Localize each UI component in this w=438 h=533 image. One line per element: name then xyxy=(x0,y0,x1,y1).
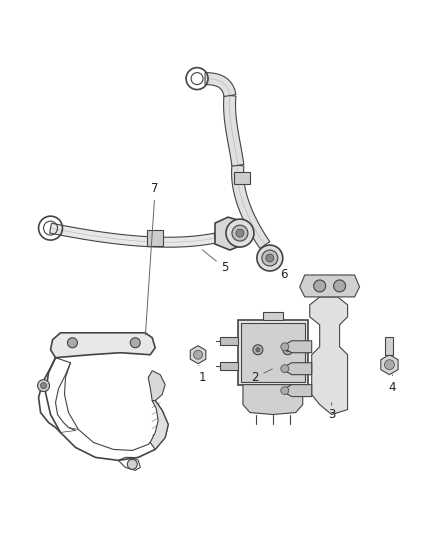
Bar xyxy=(385,337,393,355)
Circle shape xyxy=(41,383,46,389)
Bar xyxy=(263,312,283,320)
Polygon shape xyxy=(148,370,165,401)
Circle shape xyxy=(226,219,254,247)
Polygon shape xyxy=(215,217,248,250)
Circle shape xyxy=(130,338,140,348)
Bar xyxy=(234,172,250,184)
Circle shape xyxy=(262,250,278,266)
Polygon shape xyxy=(300,275,360,297)
Bar xyxy=(220,337,238,345)
Polygon shape xyxy=(285,362,312,375)
Polygon shape xyxy=(150,401,168,449)
Polygon shape xyxy=(223,95,244,166)
Polygon shape xyxy=(49,223,216,247)
Circle shape xyxy=(281,386,289,394)
Bar xyxy=(147,230,163,246)
Polygon shape xyxy=(190,346,206,364)
Text: 1: 1 xyxy=(198,366,206,384)
Circle shape xyxy=(266,254,274,262)
Text: 2: 2 xyxy=(251,369,272,384)
Circle shape xyxy=(334,280,346,292)
Polygon shape xyxy=(243,385,303,415)
Circle shape xyxy=(194,350,202,359)
Circle shape xyxy=(127,459,137,470)
Text: 4: 4 xyxy=(389,375,396,394)
Bar xyxy=(220,362,238,370)
Polygon shape xyxy=(232,165,270,248)
Text: 6: 6 xyxy=(276,263,287,281)
Circle shape xyxy=(38,379,49,392)
Text: 7: 7 xyxy=(145,182,159,335)
Polygon shape xyxy=(310,297,348,415)
Circle shape xyxy=(257,245,283,271)
Polygon shape xyxy=(381,355,398,375)
Circle shape xyxy=(385,360,395,370)
Text: 5: 5 xyxy=(202,250,229,274)
Polygon shape xyxy=(285,385,312,397)
Polygon shape xyxy=(205,72,236,96)
Bar xyxy=(238,320,308,385)
Circle shape xyxy=(67,338,78,348)
Polygon shape xyxy=(285,341,312,353)
Circle shape xyxy=(283,345,293,355)
Circle shape xyxy=(286,348,290,352)
Circle shape xyxy=(281,343,289,351)
Circle shape xyxy=(253,345,263,355)
Circle shape xyxy=(236,229,244,237)
Circle shape xyxy=(314,280,326,292)
Circle shape xyxy=(232,225,248,241)
Circle shape xyxy=(256,348,260,352)
Bar xyxy=(241,323,305,382)
Circle shape xyxy=(281,365,289,373)
Polygon shape xyxy=(50,333,155,358)
Text: 3: 3 xyxy=(328,402,336,421)
